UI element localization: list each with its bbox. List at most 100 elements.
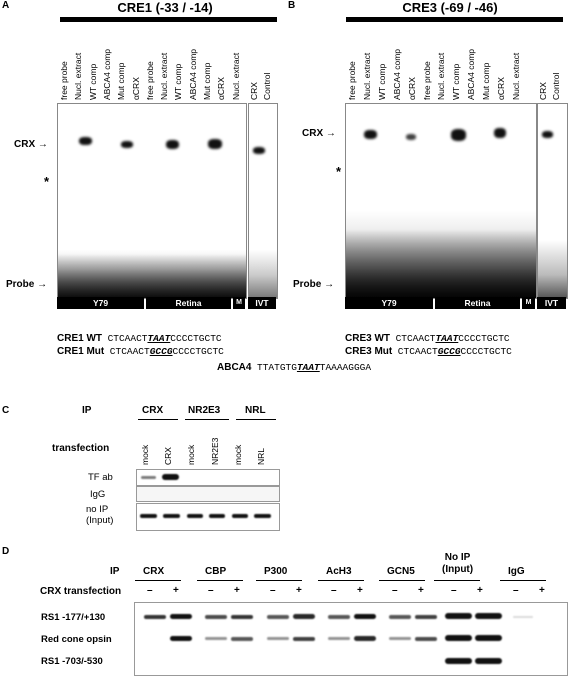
panel-b-probe-marker: Probe →: [293, 279, 335, 290]
panel-d-ip-group-line: [434, 580, 480, 581]
panel-c-lane-label: mock: [186, 444, 197, 465]
band: [121, 141, 133, 148]
panel-d-sign: +: [539, 585, 545, 596]
pcr-band: [328, 615, 350, 619]
pcr-band: [141, 476, 156, 479]
panel-a-lane-label: free probe: [59, 61, 69, 100]
seq-cre3-wt: CRE3 WT CTCAACTTAATCCCCTGCTC: [345, 333, 510, 344]
panel-d-sign: –: [331, 585, 337, 596]
panel-d-ip-group-line: [197, 580, 243, 581]
panel-a-title: CRE1 (-33 / -14): [117, 0, 213, 15]
panel-a-lane-label: ABCA4 comp: [101, 48, 112, 100]
panel-a-lane-label: αCRX: [216, 77, 227, 100]
band: [166, 140, 179, 149]
panel-a-lane-label: Mut comp: [202, 62, 212, 100]
panel-b-star-marker: *: [336, 164, 342, 179]
panel-a-star-marker: *: [44, 174, 50, 189]
pcr-band: [267, 637, 289, 640]
panel-a-lane-label: Nucl. extract: [159, 52, 170, 100]
panel-c-ip-nrl: NRL: [245, 405, 266, 416]
panel-b-lane-label: WT comp: [376, 63, 387, 100]
panel-a-lane-label: WT comp: [87, 63, 98, 100]
panel-a-title-bar: [60, 17, 277, 22]
seq-cre1-mut: CRE1 Mut CTCAACTGCCGCCCCTGCTC: [57, 346, 224, 357]
panel-b-title: CRE3 (-69 / -46): [402, 0, 498, 15]
band: [208, 139, 222, 149]
pcr-band: [415, 615, 437, 619]
pcr-band: [328, 637, 350, 640]
panel-b-lane-label: free probe: [421, 61, 432, 100]
panel-c-strip-input: [136, 503, 280, 531]
panel-b-crx-marker: CRX →: [302, 128, 336, 139]
panel-d-letter: D: [2, 546, 10, 557]
panel-d-ip-label: IP: [110, 566, 120, 577]
probe-smear: [58, 254, 246, 298]
panel-a-letter: A: [2, 0, 10, 11]
pcr-band: [170, 636, 192, 641]
pcr-band: [293, 614, 315, 619]
panel-c-ip-nr2e3-line: [185, 419, 229, 420]
panel-c-row-input: no IP (Input): [86, 504, 114, 526]
panel-d-row-rs1-proximal: RS1 -177/+130: [41, 612, 106, 623]
pcr-band: [170, 614, 192, 619]
panel-d-sign: +: [357, 585, 363, 596]
panel-b-ivt-lane-label: CRX: [538, 82, 548, 100]
panel-b-group-y79: Y79: [345, 297, 433, 309]
panel-d-ip-group-line: [318, 580, 364, 581]
panel-d-ip-group: P300: [264, 566, 288, 577]
panel-a-probe-marker: Probe →: [6, 279, 48, 290]
panel-d-sign: –: [392, 585, 398, 596]
panel-b-lane-label: Nucl. extract: [361, 52, 372, 100]
panel-b-lane-label: ABCA4 comp: [391, 48, 402, 100]
panel-b-lane-label: Nucl. extract: [436, 52, 447, 100]
panel-d-ip-group: IgG: [508, 566, 525, 577]
panel-d-sign: –: [208, 585, 214, 596]
panel-d-ip-group-line: [135, 580, 181, 581]
panel-d-sign: +: [418, 585, 424, 596]
panel-d-sign: –: [451, 585, 457, 596]
pcr-band: [354, 614, 376, 619]
panel-d-ip-group: CRX: [143, 566, 165, 577]
panel-c-strip-igg: [136, 486, 280, 502]
panel-b-gel: [345, 103, 537, 299]
panel-c-ip-crx: CRX: [142, 405, 164, 416]
panel-d-sign: –: [147, 585, 153, 596]
panel-a-ivt-lane-label: Control: [262, 72, 272, 100]
band: [253, 147, 265, 154]
band: [494, 128, 506, 138]
panel-b-lane-label: αCRX: [406, 77, 417, 100]
panel-d-sign: +: [173, 585, 179, 596]
panel-d-ip-group: CBP: [205, 566, 227, 577]
pcr-band: [205, 637, 227, 640]
panel-d-ip-group-line: [500, 580, 546, 581]
seq-cre1-wt: CRE1 WT CTCAACTTAATCCCCTGCTC: [57, 333, 222, 344]
band: [79, 137, 92, 145]
pcr-band: [445, 658, 472, 664]
panel-b-lane-label: αCRX: [496, 77, 506, 100]
pcr-band: [445, 613, 472, 619]
panel-c-lane-label: mock: [140, 444, 150, 465]
panel-c-ip-crx-line: [138, 419, 178, 420]
pcr-band: [415, 637, 437, 641]
band: [451, 129, 466, 141]
pcr-band: [254, 514, 271, 518]
panel-d-sign: +: [477, 585, 483, 596]
panel-b-lane-label: WT comp: [451, 63, 462, 100]
panel-d-ip-group-line: [379, 580, 425, 581]
panel-a-lane-label: WT comp: [173, 63, 184, 100]
panel-d-row-rs1-distal: RS1 -703/-530: [41, 656, 103, 667]
pcr-band: [475, 635, 502, 641]
panel-b-group-ivt: IVT: [537, 297, 566, 309]
panel-c-letter: C: [2, 405, 10, 416]
band: [364, 130, 377, 139]
pcr-band: [187, 514, 203, 518]
pcr-band: [513, 616, 533, 618]
panel-a-group-y79: Y79: [57, 297, 144, 309]
panel-a-ivt-lane-label: CRX: [249, 82, 259, 100]
seq-abca4: ABCA4 TTATGTGTAATTAAAAGGGA: [217, 362, 372, 373]
pcr-band: [389, 637, 411, 640]
pcr-band: [445, 635, 472, 641]
pcr-band: [389, 615, 411, 619]
panel-c-transfection-label: transfection: [52, 443, 110, 454]
panel-c-ip-label: IP: [82, 405, 92, 416]
